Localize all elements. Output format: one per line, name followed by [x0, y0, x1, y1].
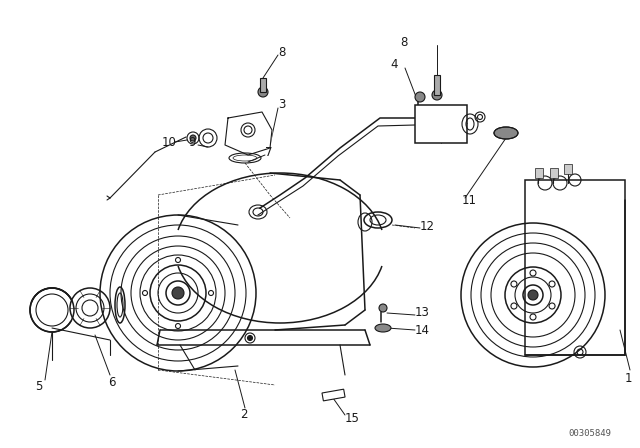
Text: 6: 6 — [108, 375, 115, 388]
Text: 13: 13 — [415, 306, 430, 319]
Bar — [415, 105, 467, 143]
Circle shape — [528, 290, 538, 300]
Text: 3: 3 — [278, 99, 285, 112]
Text: 5: 5 — [35, 380, 42, 393]
Text: 10: 10 — [162, 135, 177, 148]
Text: 8: 8 — [278, 46, 285, 59]
Bar — [550, 168, 558, 178]
Polygon shape — [225, 112, 272, 155]
Circle shape — [432, 90, 442, 100]
Ellipse shape — [494, 127, 518, 139]
Circle shape — [258, 87, 268, 97]
Text: 7: 7 — [265, 146, 273, 159]
Text: 1: 1 — [625, 371, 632, 384]
Ellipse shape — [190, 135, 196, 141]
Bar — [260, 78, 266, 92]
Circle shape — [248, 336, 253, 340]
Bar — [322, 389, 345, 401]
Text: 2: 2 — [240, 409, 248, 422]
Text: 00305849: 00305849 — [568, 429, 611, 438]
Text: 9: 9 — [188, 137, 195, 150]
Text: 4: 4 — [390, 59, 397, 72]
Bar — [525, 180, 625, 355]
Text: 14: 14 — [415, 323, 430, 336]
Bar — [535, 168, 543, 178]
Text: 15: 15 — [345, 412, 360, 425]
Ellipse shape — [375, 324, 391, 332]
Bar — [564, 164, 572, 174]
Text: 11: 11 — [462, 194, 477, 207]
Text: 8: 8 — [400, 35, 408, 48]
Circle shape — [415, 92, 425, 102]
Bar — [434, 75, 440, 95]
Circle shape — [172, 287, 184, 299]
Text: 12: 12 — [420, 220, 435, 233]
Circle shape — [379, 304, 387, 312]
